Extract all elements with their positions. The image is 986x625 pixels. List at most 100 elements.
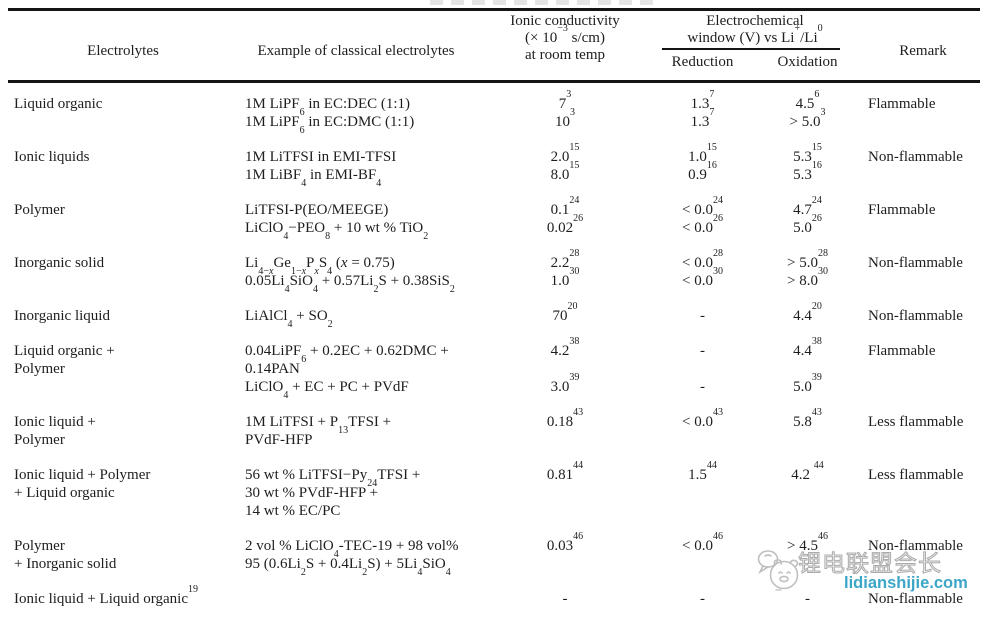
oxidation-value: > 5.03 <box>789 107 826 131</box>
example-formula: LiTFSI-P(EO/MEEGE) <box>245 202 389 218</box>
oxidation-value: > 5.028 <box>787 248 828 272</box>
example-entry: 56 wt % LiTFSI−Py24TFSI +30 wt % PVdF-HF… <box>245 466 480 520</box>
example-entry: 1M LiPF6 in EC:DEC (1:1) <box>245 95 480 118</box>
example-cell: 56 wt % LiTFSI−Py24TFSI +30 wt % PVdF-HF… <box>232 466 480 520</box>
header-ionic-conductivity: Ionic conductivity (× 10−3 s/cm) at room t… <box>510 13 620 63</box>
conductivity-value: 0.124 <box>550 195 580 219</box>
conductivity-cell: 2.228 1.030 <box>480 248 650 290</box>
remark-cell: Non-flammable <box>860 590 986 608</box>
example-formula: 95 (0.6Li2S + 0.4Li2S) + 5Li4SiO4 <box>245 556 451 578</box>
remark-cell: Non-flammable <box>860 148 986 184</box>
example-formula: LiClO4−PEO8 + 10 wt % TiO2 <box>245 220 429 242</box>
table-row: Ionic liquids 1M LiTFSI in EMI-TFSI 1M LiB… <box>0 142 986 189</box>
table-row: Liquid organic 1M LiPF6 in EC:DEC (1:1) 1M… <box>0 89 986 136</box>
electrolyte-cell: Polymer <box>0 201 232 237</box>
remark-cell: Less flammable <box>860 466 986 520</box>
table-row: Inorganic solid Li4−xGe1−xPxS4 (x = 0.75)… <box>0 248 986 295</box>
table-row: Ionic liquid + Polymer + Liquid organic 56… <box>0 460 986 520</box>
electrolyte-cell: Liquid organic + Polymer <box>0 342 232 396</box>
example-entry: LiClO4−PEO8 + 10 wt % TiO2 <box>245 219 480 242</box>
example-formula: 56 wt % LiTFSI−Py24TFSI + <box>245 467 421 489</box>
example-entry: 1M LiTFSI + P13TFSI + PVdF-HFP <box>245 413 480 449</box>
electrolyte-name: Polymer <box>14 361 65 377</box>
conductivity-value: 3.039 <box>550 372 580 396</box>
electrolyte-name: + Inorganic solid <box>14 556 117 572</box>
remark-cell: Flammable <box>860 201 986 237</box>
oxidation-cell: 4.56 > 5.03 <box>755 90 860 131</box>
remark-cell: Non-flammable <box>860 537 986 573</box>
example-cell: Li4−xGe1−xPxS4 (x = 0.75) 0.05Li4SiO4 + 0… <box>232 254 480 295</box>
reduction-cell: -- <box>650 342 755 396</box>
reduction-value: 1.37 <box>690 89 715 113</box>
oxidation-cell: 4.420 <box>755 301 860 325</box>
example-entry: LiAlCl4 + SO2 <box>245 307 480 330</box>
header-bottom-rule <box>8 80 980 83</box>
conductivity-value: 2.228 <box>550 248 580 272</box>
reduction-cell: - <box>650 590 755 608</box>
example-entry: LiClO4 + EC + PC + PVdF <box>245 378 480 401</box>
reduction-cell: 1.015 0.916 <box>650 142 755 184</box>
example-formula: LiClO4 + EC + PC + PVdF <box>245 379 409 401</box>
remark-cell: Flammable <box>860 95 986 131</box>
oxidation-cell: > 4.546 <box>755 531 860 573</box>
example-cell: LiTFSI-P(EO/MEEGE) LiClO4−PEO8 + 10 wt % … <box>232 201 480 242</box>
reduction-value: - <box>700 591 705 607</box>
remark-text: Non-flammable <box>868 255 963 271</box>
example-entry: 1M LiTFSI in EMI-TFSI <box>245 148 480 166</box>
remark-cell: Flammable <box>860 342 986 396</box>
remark-text: Less flammable <box>868 467 964 483</box>
example-cell <box>232 590 480 608</box>
header-oxidation: Oxidation <box>777 54 838 70</box>
oxidation-value: 4.438 <box>793 336 822 360</box>
reduction-value: 1.015 <box>688 142 717 166</box>
electrolyte-name: + Liquid organic <box>14 485 115 501</box>
oxidation-value: > 4.546 <box>787 531 828 555</box>
electrolyte-cell: Liquid organic <box>0 95 232 131</box>
reduction-value: < 0.026 <box>682 213 723 237</box>
remark-text: Flammable <box>868 343 936 359</box>
example-cell: LiAlCl4 + SO2 <box>232 307 480 330</box>
conductivity-cell: 4.238 3.039 <box>480 337 650 396</box>
electrolyte-name: Inorganic liquid <box>14 308 110 324</box>
reduction-cell: 1.544 <box>650 461 755 520</box>
oxidation-cell: - <box>755 590 860 608</box>
example-formula: 0.14PAN <box>245 361 300 377</box>
example-formula: PVdF-HFP <box>245 432 313 448</box>
example-formula: 0.04LiPF6 + 0.2EC + 0.62DMC + <box>245 343 449 365</box>
electrolyte-name: Ionic liquid + Liquid organic19 <box>14 584 198 608</box>
table-row: Polymer + Inorganic solid 2 vol % LiClO4-T… <box>0 531 986 578</box>
electrolyte-name: Polymer <box>14 202 65 218</box>
reduction-value: - <box>700 343 705 359</box>
example-entry: 2 vol % LiClO4-TEC-19 + 98 vol% 95 (0.6Li… <box>245 537 480 578</box>
example-cell: 0.04LiPF6 + 0.2EC + 0.62DMC +0.14PAN LiCl… <box>232 342 480 401</box>
conductivity-cell: 7020 <box>480 301 650 325</box>
oxidation-cell: 5.315 5.316 <box>755 143 860 184</box>
oxidation-cell: 4.438 5.039 <box>755 336 860 396</box>
oxidation-cell: > 5.028 > 8.030 <box>755 248 860 290</box>
remark-text: Non-flammable <box>868 538 963 554</box>
remark-text: Less flammable <box>868 414 964 430</box>
header-example: Example of classical electrolytes <box>257 43 455 59</box>
conductivity-value: 0.8144 <box>546 460 584 484</box>
conductivity-value: 7020 <box>552 301 578 325</box>
conductivity-value: 73 <box>558 89 572 113</box>
electrolyte-cell: Polymer + Inorganic solid <box>0 537 232 573</box>
example-formula: 1M LiPF6 in EC:DEC (1:1) <box>245 96 411 118</box>
example-entry <box>245 590 480 608</box>
header-window-title: Electrochemical window (V) vs Li+/Li0 <box>687 13 823 46</box>
oxidation-value: - <box>805 591 810 607</box>
conductivity-cell: 0.8144 <box>480 460 650 520</box>
table-header: Electrolytes Example of classical electr… <box>0 11 986 80</box>
reduction-value: < 0.046 <box>682 531 723 555</box>
oxidation-value: 4.724 <box>793 195 822 219</box>
oxidation-cell: 4.724 5.026 <box>755 195 860 237</box>
header-reduction: Reduction <box>671 54 734 70</box>
header-remark: Remark <box>899 43 947 59</box>
reduction-value: - <box>700 379 705 395</box>
conductivity-value: 2.015 <box>550 142 580 166</box>
oxidation-value: 4.420 <box>793 301 822 325</box>
electrolyte-name: Ionic liquids <box>14 149 90 165</box>
example-formula: 30 wt % PVdF-HFP + <box>245 485 378 501</box>
example-formula: 1M LiTFSI + P13TFSI + <box>245 414 392 436</box>
table-row: Ionic liquid + Liquid organic19 - - - Non-fl… <box>0 584 986 608</box>
